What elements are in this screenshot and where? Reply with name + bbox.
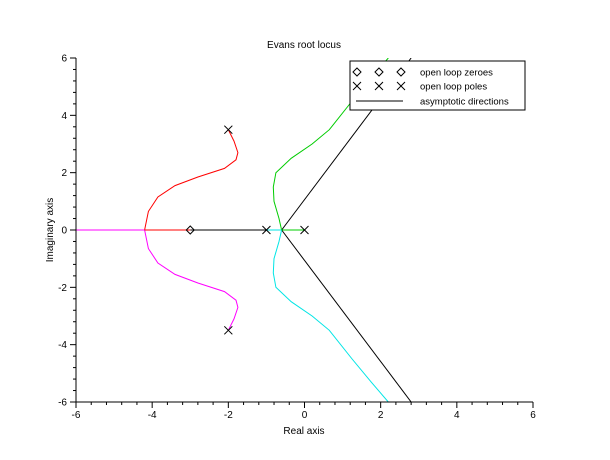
plot-area bbox=[76, 58, 412, 402]
legend-pole-marker bbox=[374, 81, 384, 91]
legend-zero-marker bbox=[374, 67, 384, 77]
legend-zero-marker bbox=[352, 67, 362, 77]
legend-zero-marker bbox=[396, 67, 406, 77]
legend: open loop zeroes open loop poles asymptoti… bbox=[349, 60, 526, 111]
pole-marker-0 bbox=[223, 125, 233, 135]
y-tick-label: -4 bbox=[58, 340, 67, 351]
legend-label: asymptotic directions bbox=[420, 97, 509, 108]
pole-marker-2 bbox=[262, 225, 271, 235]
y-tick-label: -2 bbox=[58, 283, 67, 294]
y-tick-label: 2 bbox=[61, 168, 67, 179]
x-tick-label: -4 bbox=[148, 410, 157, 421]
pole-marker-1 bbox=[223, 325, 233, 335]
y-axis-label: Imaginary axis bbox=[45, 198, 56, 262]
legend-entry-1: open loop poles bbox=[352, 81, 487, 93]
zero-marker-0 bbox=[185, 225, 195, 235]
y-tick-label: 4 bbox=[61, 111, 67, 122]
legend-pole-marker bbox=[396, 81, 406, 91]
legend-entry-0: open loop zeroes bbox=[352, 67, 493, 79]
pole-marker-3 bbox=[300, 225, 309, 235]
legend-entry-2: asymptotic directions bbox=[356, 97, 509, 108]
asymptote-line-1 bbox=[281, 229, 412, 402]
x-tick-label: 6 bbox=[530, 410, 536, 421]
x-tick-label: 0 bbox=[302, 410, 308, 421]
locus-branch-0 bbox=[144, 129, 239, 231]
legend-pole-marker bbox=[352, 81, 362, 91]
x-tick-label: -6 bbox=[72, 410, 81, 421]
legend-label: open loop poles bbox=[420, 82, 487, 93]
axes: -6 -4 -2 0 2 4 6 -6 -4 -2 0 2 4 6 bbox=[58, 54, 536, 422]
legend-label: open loop zeroes bbox=[420, 68, 493, 79]
x-tick-label: 2 bbox=[378, 410, 384, 421]
x-tick-label: 4 bbox=[454, 410, 460, 421]
locus-branch-5 bbox=[272, 229, 389, 402]
chart-title: Evans root locus bbox=[267, 40, 341, 51]
x-axis-label: Real axis bbox=[283, 426, 324, 437]
y-tick-label: 0 bbox=[61, 226, 67, 237]
locus-branch-1 bbox=[144, 229, 239, 331]
x-tick-label: -2 bbox=[224, 410, 233, 421]
y-tick-label: 6 bbox=[61, 54, 67, 65]
y-tick-label: -6 bbox=[58, 398, 67, 409]
